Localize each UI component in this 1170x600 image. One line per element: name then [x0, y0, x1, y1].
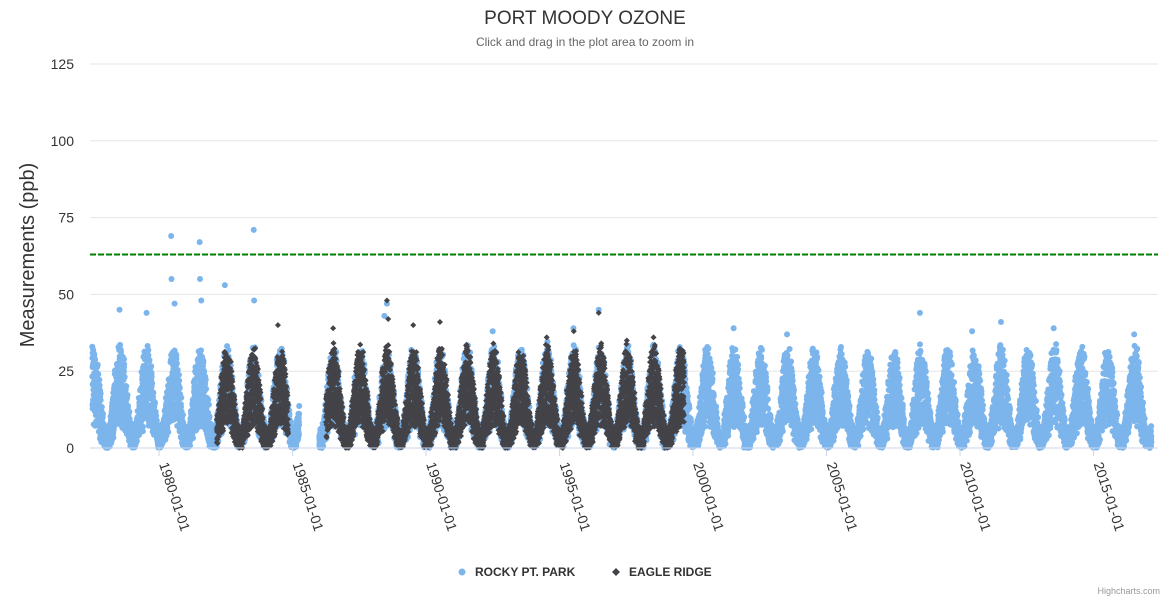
data-point[interactable] — [121, 356, 128, 363]
data-point[interactable] — [296, 402, 303, 409]
data-point[interactable] — [123, 383, 130, 390]
data-point[interactable] — [190, 435, 197, 442]
data-point[interactable] — [121, 373, 128, 380]
data-point[interactable] — [124, 403, 131, 410]
data-point[interactable] — [179, 411, 186, 418]
data-point[interactable] — [96, 382, 103, 389]
y-axis-ticks: 0 25 50 75 100 125 — [51, 56, 75, 456]
y-tick-label: 75 — [58, 210, 74, 226]
data-point[interactable] — [97, 390, 104, 397]
data-point[interactable] — [202, 376, 209, 383]
y-axis-label: Measurements (ppb) — [17, 163, 39, 348]
data-point[interactable] — [145, 347, 152, 354]
y-tick-label: 50 — [58, 286, 74, 302]
data-point[interactable] — [205, 401, 212, 408]
data-point[interactable] — [173, 360, 180, 367]
data-point[interactable] — [100, 410, 107, 417]
series-layer — [89, 226, 1155, 451]
data-point[interactable] — [121, 361, 128, 368]
data-point[interactable] — [203, 385, 210, 392]
data-point[interactable] — [110, 434, 117, 441]
data-point[interactable] — [92, 356, 99, 363]
y-tick-label: 100 — [51, 133, 75, 149]
data-point[interactable] — [173, 351, 180, 358]
data-point[interactable] — [146, 356, 153, 363]
data-point[interactable] — [295, 431, 302, 438]
data-point[interactable] — [96, 376, 103, 383]
y-tick-label: 25 — [58, 363, 74, 379]
data-point[interactable] — [206, 413, 213, 420]
data-point[interactable] — [151, 399, 158, 406]
data-point[interactable] — [150, 389, 157, 396]
data-point[interactable] — [97, 397, 104, 404]
data-point[interactable] — [94, 361, 101, 368]
data-point[interactable] — [176, 377, 183, 384]
data-point[interactable] — [148, 363, 155, 370]
y-tick-label: 0 — [66, 440, 74, 456]
data-point[interactable] — [133, 438, 140, 445]
data-point[interactable] — [95, 371, 102, 378]
data-point[interactable] — [165, 429, 172, 436]
data-point[interactable] — [176, 385, 183, 392]
data-point[interactable] — [124, 391, 131, 398]
data-point[interactable] — [178, 394, 185, 401]
chart-subtitle: Click and drag in the plot area to zoom … — [476, 35, 694, 49]
data-point[interactable] — [126, 408, 133, 415]
data-point[interactable] — [148, 373, 155, 380]
data-point[interactable] — [175, 371, 182, 378]
data-point[interactable] — [149, 380, 156, 387]
y-tick-label: 125 — [51, 56, 75, 72]
data-point[interactable] — [198, 347, 205, 354]
data-point[interactable] — [200, 357, 207, 364]
data-point[interactable] — [139, 423, 146, 430]
data-point[interactable] — [296, 410, 303, 417]
data-point[interactable] — [98, 403, 105, 410]
data-point[interactable] — [295, 418, 302, 425]
chart-title: PORT MOODY OZONE — [484, 8, 686, 29]
